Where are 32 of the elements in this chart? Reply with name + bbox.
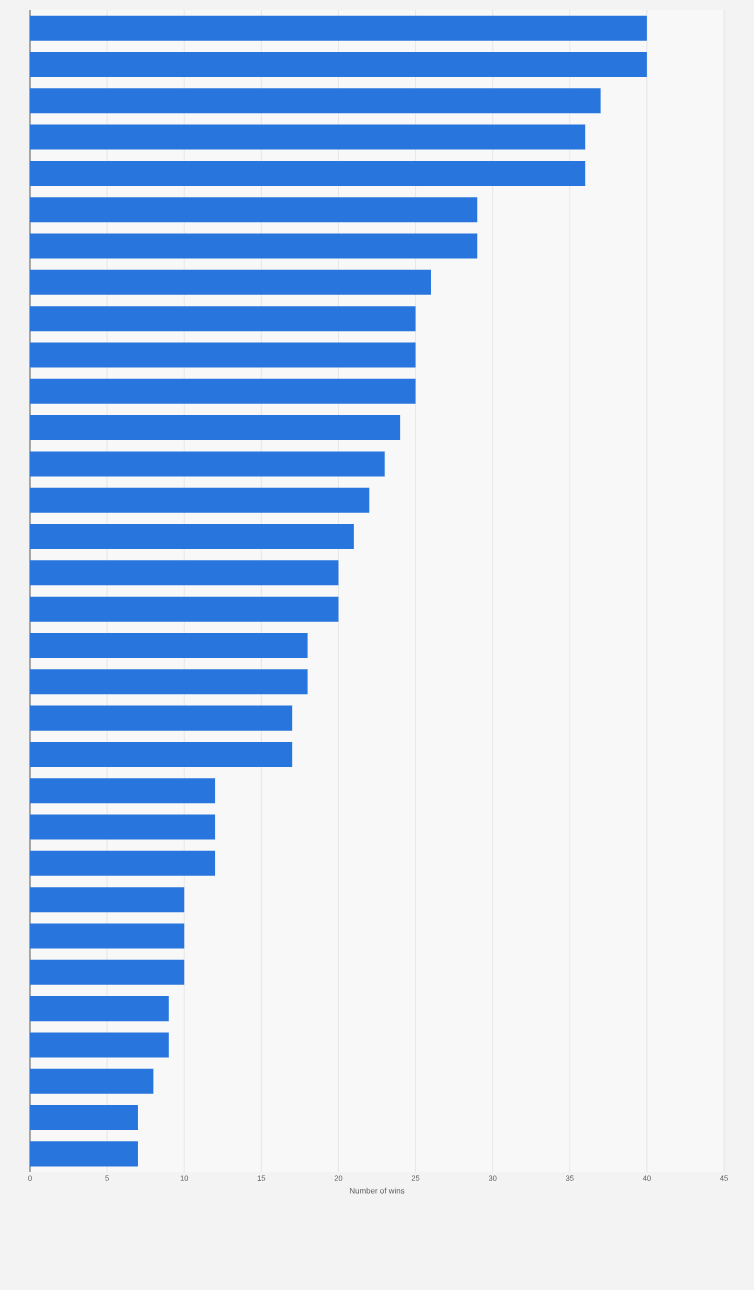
bar — [30, 15, 647, 41]
bar — [30, 596, 339, 622]
bar — [30, 269, 431, 295]
bar — [30, 741, 293, 767]
bar — [30, 1032, 169, 1058]
bar — [30, 959, 185, 985]
bar — [30, 160, 586, 186]
bar — [30, 560, 339, 586]
bar — [30, 524, 354, 550]
bar — [30, 923, 185, 949]
bar — [30, 378, 416, 404]
bar — [30, 887, 185, 913]
bar — [30, 1105, 138, 1131]
bar — [30, 632, 308, 658]
bar — [30, 850, 216, 876]
bar — [30, 233, 478, 259]
bar — [30, 487, 370, 513]
bar — [30, 51, 647, 77]
bar — [30, 197, 478, 223]
bar — [30, 669, 308, 695]
bar — [30, 88, 601, 114]
bar — [30, 778, 216, 804]
bar — [30, 1068, 154, 1094]
bar — [30, 124, 586, 150]
bar — [30, 415, 401, 441]
bar — [30, 1141, 138, 1167]
bar — [30, 814, 216, 840]
bar — [30, 996, 169, 1022]
bar — [30, 342, 416, 368]
bar — [30, 705, 293, 731]
bar — [30, 451, 385, 477]
bar — [30, 306, 416, 332]
